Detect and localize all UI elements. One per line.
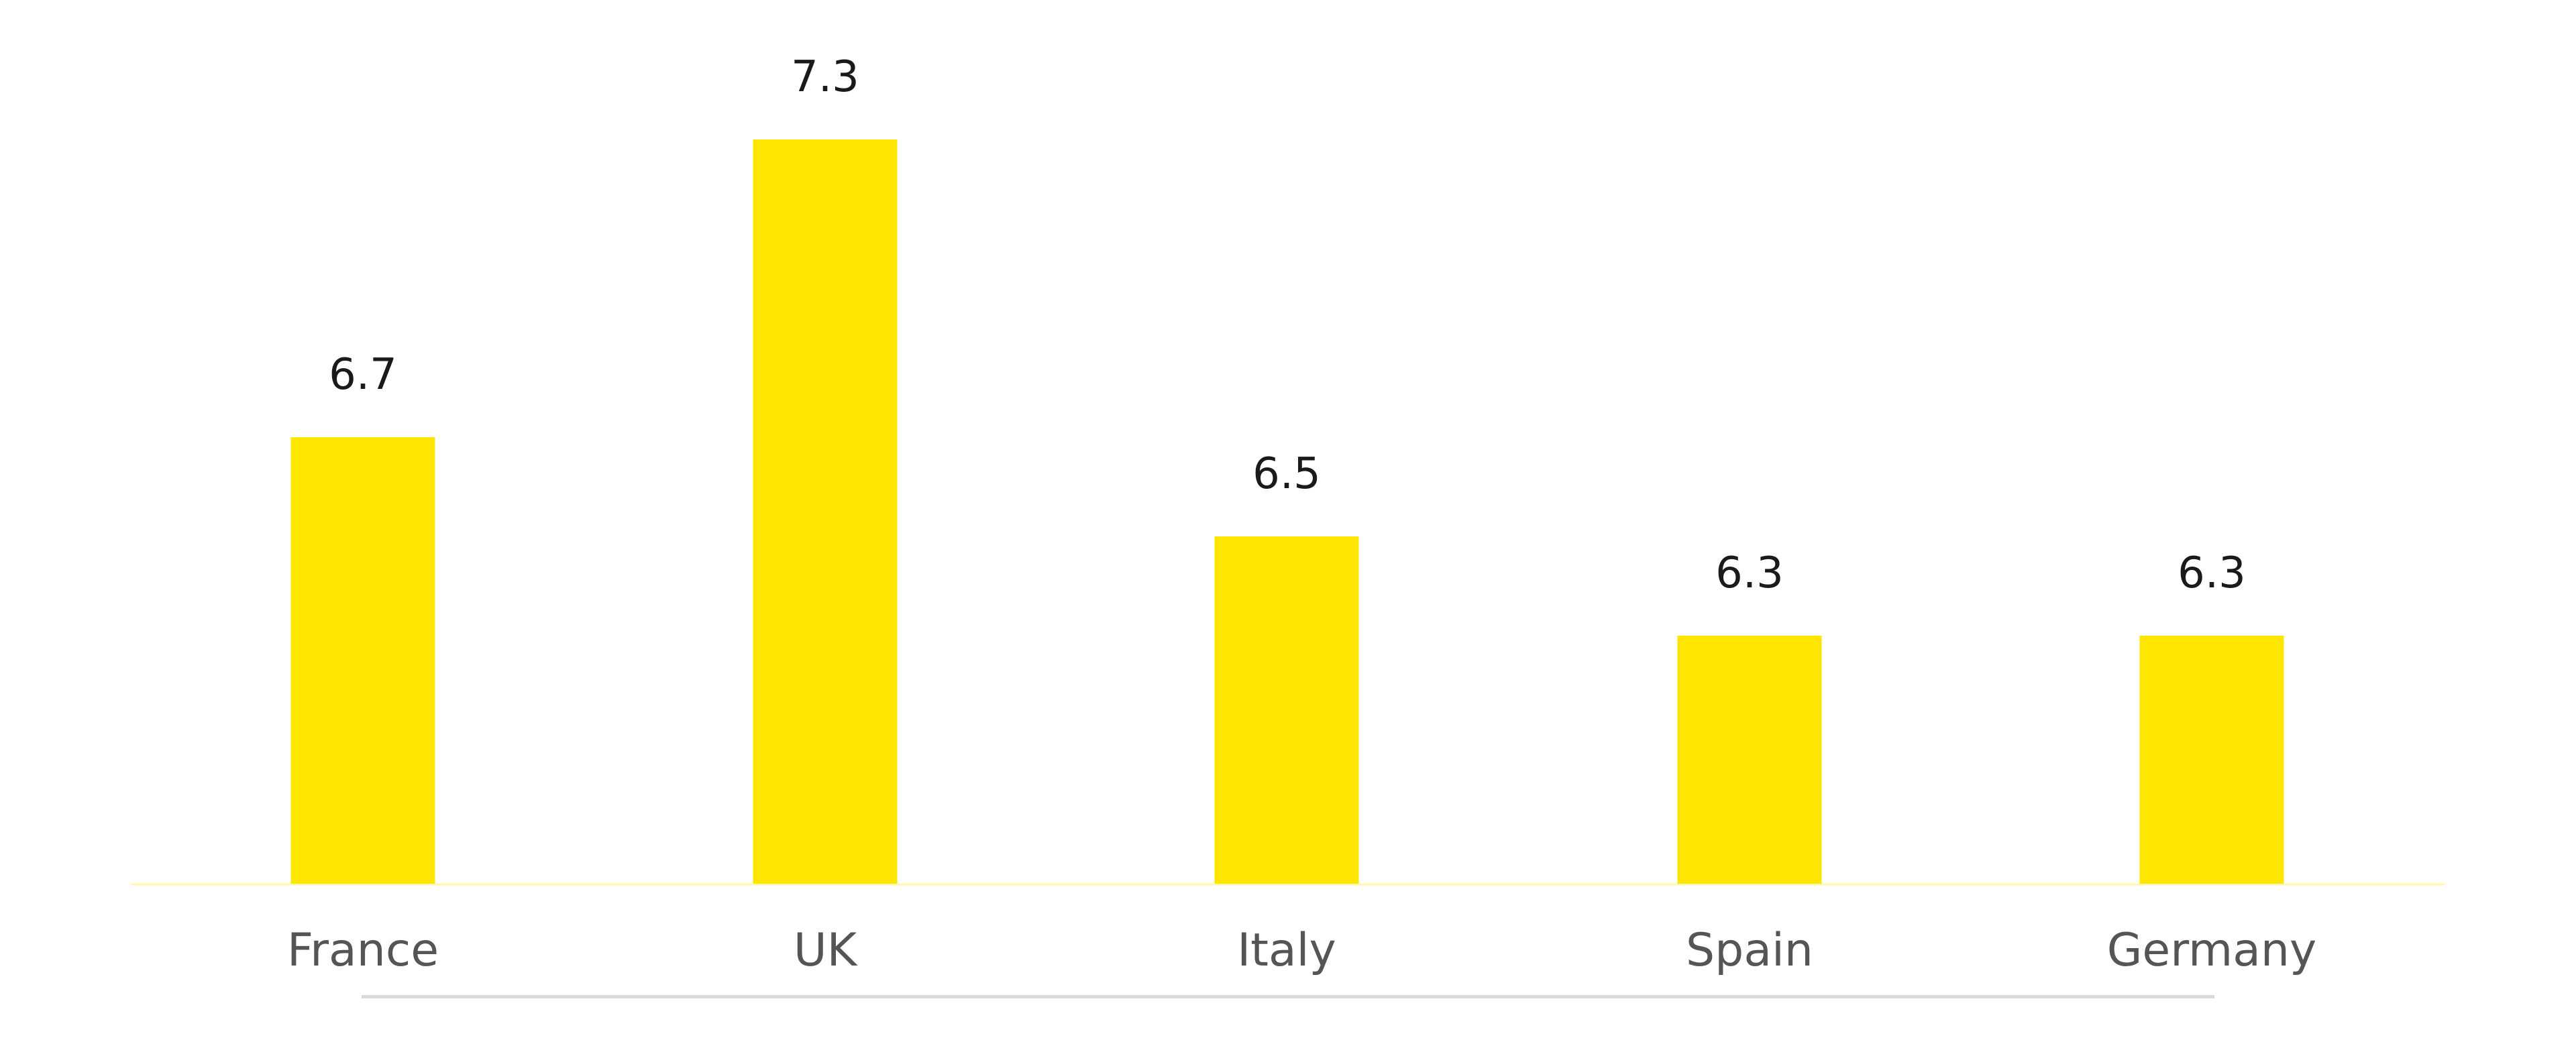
category-label-uk: UK [794, 924, 859, 977]
data-label-france: 6.7 [329, 350, 397, 400]
bar-uk [753, 139, 898, 884]
category-label-italy: Italy [1237, 924, 1336, 977]
data-label-uk: 7.3 [791, 52, 859, 102]
bar-italy [1214, 536, 1359, 884]
bottom-divider [362, 995, 2214, 998]
bar-germany [2139, 636, 2284, 884]
category-label-france: France [287, 924, 439, 977]
data-label-germany: 6.3 [2178, 548, 2246, 598]
data-label-italy: 6.5 [1252, 449, 1321, 499]
category-label-spain: Spain [1686, 924, 1813, 977]
bar-spain [1677, 636, 1822, 884]
category-label-germany: Germany [2107, 924, 2317, 977]
bar-france [290, 437, 435, 884]
data-label-spain: 6.3 [1715, 548, 1784, 598]
